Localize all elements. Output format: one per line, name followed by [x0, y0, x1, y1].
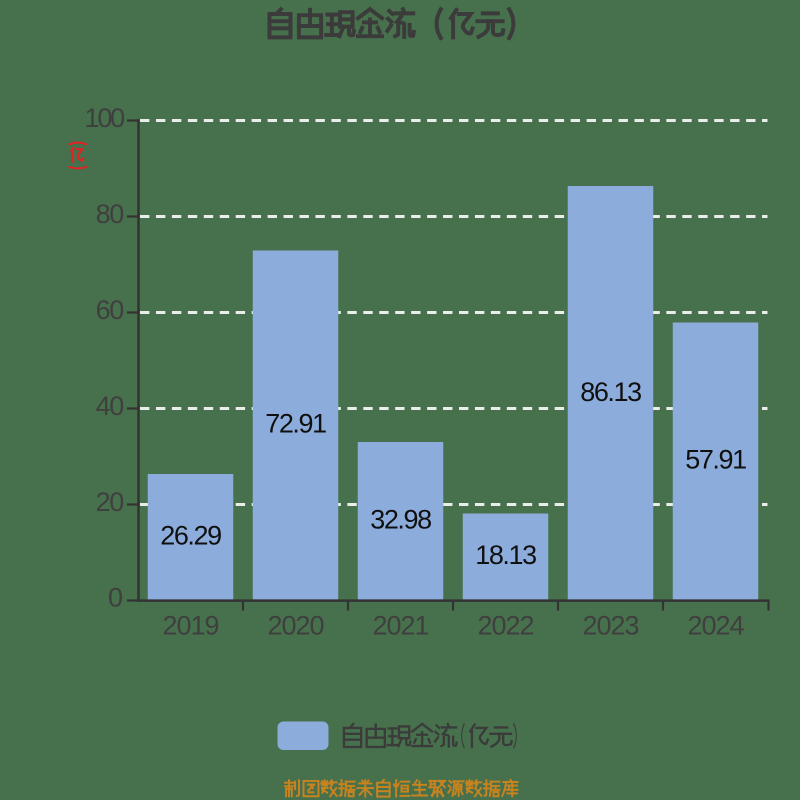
- svg-text:72.91: 72.91: [265, 409, 326, 439]
- svg-text:26.29: 26.29: [160, 520, 221, 550]
- svg-text:40: 40: [96, 391, 124, 421]
- svg-text:86.13: 86.13: [580, 377, 641, 407]
- svg-text:80: 80: [96, 199, 124, 229]
- svg-text:0: 0: [108, 582, 123, 612]
- svg-text:2019: 2019: [162, 610, 218, 640]
- svg-text:20: 20: [96, 487, 124, 517]
- svg-text:100: 100: [85, 103, 125, 133]
- svg-text:2023: 2023: [582, 610, 638, 640]
- svg-text:57.91: 57.91: [685, 445, 746, 475]
- svg-text:2020: 2020: [267, 610, 323, 640]
- svg-text:32.98: 32.98: [370, 505, 431, 535]
- svg-text:18.13: 18.13: [475, 540, 536, 570]
- svg-text:2021: 2021: [372, 610, 428, 640]
- svg-text:2022: 2022: [477, 610, 533, 640]
- svg-text:2024: 2024: [687, 610, 744, 640]
- svg-text:60: 60: [96, 295, 124, 325]
